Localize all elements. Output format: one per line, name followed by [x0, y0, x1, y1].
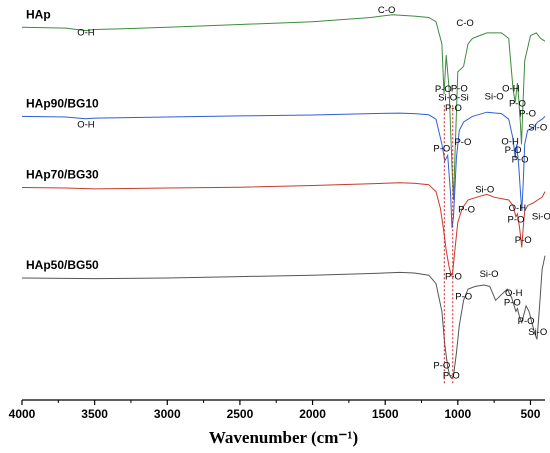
peak-annotation: P-O	[458, 205, 475, 216]
x-axis-title: Wavenumber (cm⁻¹)	[209, 428, 358, 447]
peak-annotation: P-O	[435, 84, 452, 95]
series-line-3	[21, 255, 546, 380]
x-tick-label: 3500	[81, 407, 108, 421]
x-tick-label: 1500	[372, 407, 399, 421]
peak-annotation: P-O	[504, 297, 521, 308]
peak-annotation: O-H	[77, 28, 95, 39]
x-tick-label: 3000	[154, 407, 181, 421]
peak-annotation: P-O	[445, 272, 462, 283]
peak-annotation: O-H	[509, 203, 527, 214]
x-tick-label: 4000	[9, 407, 36, 421]
peak-annotation: P-O	[445, 103, 462, 114]
peak-annotation: P-O	[509, 99, 526, 110]
peak-annotation: P-O	[443, 370, 460, 381]
peak-annotation: Si-O	[480, 269, 499, 280]
peak-annotation: P-O	[455, 292, 472, 303]
series-line-0	[21, 14, 546, 201]
x-tick-label: 1000	[444, 407, 471, 421]
peak-annotation: P-O	[451, 83, 468, 94]
series-line-1	[21, 111, 546, 228]
peak-annotation: P-O	[512, 154, 529, 165]
peak-annotation: Si-O	[475, 184, 494, 195]
series-label-2: HAp70/BG30	[26, 167, 99, 181]
peak-annotation: C-O	[456, 18, 473, 29]
peak-annotation: Si-O-Si	[438, 92, 469, 103]
peak-annotation: Si-O	[532, 212, 550, 223]
peak-annotation: P-O	[507, 214, 524, 225]
peak-annotation: O-H	[502, 83, 520, 94]
peak-annotation: P-O	[505, 145, 522, 156]
series-label-1: HAp90/BG10	[26, 96, 99, 110]
peak-annotation: O-H	[77, 120, 95, 131]
series-line-2	[21, 182, 546, 277]
peak-annotation: P-O	[433, 361, 450, 372]
x-tick-label: 2000	[299, 407, 326, 421]
x-tick-label: 2500	[227, 407, 254, 421]
series-label-0: HAp	[26, 7, 51, 21]
series-label-3: HAp50/BG50	[26, 258, 99, 272]
peak-annotation: C-O	[378, 5, 395, 16]
peak-annotation: P-O	[519, 108, 536, 119]
x-tick-label: 500	[520, 407, 540, 421]
peak-annotation: P-O	[515, 235, 532, 246]
peak-annotation: O-H	[501, 136, 519, 147]
peak-annotation: Si-O	[528, 327, 547, 338]
peak-annotation: O-H	[505, 288, 523, 299]
peak-annotation: Si-O	[485, 92, 504, 103]
peak-annotation: P-O	[454, 137, 471, 148]
peak-annotation: Si-O	[528, 122, 547, 133]
peak-annotation: P-O	[433, 143, 450, 154]
peak-annotation: P-O	[518, 316, 535, 327]
